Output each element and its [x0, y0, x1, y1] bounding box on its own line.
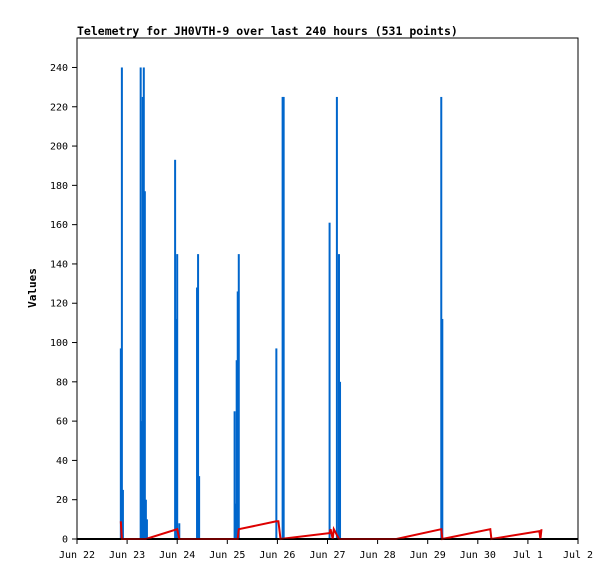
y-axis-ticks: 0 20 40 60 80 100 120 140 160 180 200 220 240 [50, 63, 77, 546]
y-tick-label: 180 [50, 181, 68, 192]
bar [145, 519, 148, 539]
x-tick-label: Jul 2 [563, 550, 593, 561]
bar [337, 254, 340, 539]
bar [440, 96, 443, 540]
x-axis-ticks: Jun 22 Jun 23 Jun 24 Jun 25 Jun 26 Jun 27 Jun … [59, 539, 593, 561]
x-tick-label: Jun 27 [309, 550, 345, 561]
bar [120, 67, 123, 540]
bar [176, 254, 179, 539]
line-series [77, 520, 578, 541]
x-tick-label: Jun 28 [360, 550, 396, 561]
bar [328, 222, 331, 539]
bar [144, 499, 147, 539]
bar [174, 159, 177, 539]
y-tick-label: 220 [50, 102, 68, 113]
x-tick-label: Jun 26 [259, 550, 295, 561]
bar [335, 96, 338, 540]
y-tick-label: 140 [50, 259, 68, 270]
bar [197, 254, 200, 539]
y-tick-label: 240 [50, 63, 68, 74]
bar [139, 67, 142, 540]
bar [281, 96, 284, 540]
bar [196, 287, 199, 539]
y-tick-label: 100 [50, 338, 68, 349]
y-tick-label: 160 [50, 220, 68, 231]
bar [237, 254, 240, 539]
bar [142, 67, 145, 540]
bar [175, 318, 178, 539]
x-tick-label: Jun 22 [59, 550, 95, 561]
bar [178, 523, 181, 539]
y-tick-label: 200 [50, 142, 68, 153]
y-tick-label: 80 [56, 377, 68, 388]
bar [235, 360, 238, 539]
series-line [119, 520, 543, 541]
x-tick-label: Jun 29 [410, 550, 446, 561]
bar [236, 291, 239, 539]
bar-series [119, 67, 444, 540]
plot-area-frame [76, 37, 579, 540]
bar [339, 381, 342, 539]
x-tick-label: Jun 30 [460, 550, 496, 561]
bar [119, 348, 122, 539]
x-tick-label: Jul 1 [513, 550, 543, 561]
y-tick-label: 40 [56, 456, 68, 467]
y-tick-label: 120 [50, 299, 68, 310]
bar [143, 191, 146, 539]
bar [198, 476, 201, 539]
y-tick-label: 60 [56, 417, 68, 428]
bar [140, 421, 143, 539]
y-tick-label: 0 [62, 535, 68, 546]
bar [234, 503, 237, 539]
y-tick-label: 20 [56, 495, 68, 506]
x-tick-label: Jun 23 [109, 550, 145, 561]
bar [141, 96, 144, 540]
x-tick-label: Jun 24 [159, 550, 195, 561]
bar [441, 318, 444, 539]
y-axis-label: Values [26, 268, 39, 308]
bar [233, 411, 236, 539]
chart-title: Telemetry for JH0VTH-9 over last 240 hou… [77, 24, 458, 38]
bar [275, 348, 278, 539]
bar [282, 96, 285, 540]
bar [121, 489, 124, 539]
x-tick-label: Jun 25 [209, 550, 245, 561]
